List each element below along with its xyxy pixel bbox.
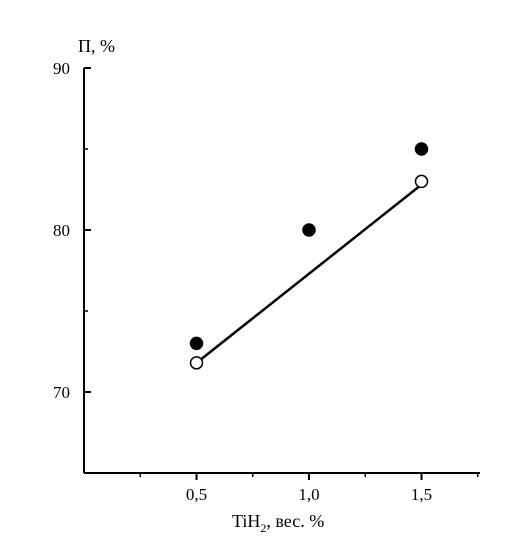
x-axis-label-subscript: 2 xyxy=(260,521,266,535)
x-axis-label-main: TiH xyxy=(232,511,260,531)
fit-line xyxy=(195,183,423,364)
y-axis-label: П, % xyxy=(78,36,115,56)
x-axis-label: TiH2, вес. % xyxy=(232,511,324,535)
x-axis-label-rest: , вес. % xyxy=(266,511,324,531)
x-tick-label: 1,0 xyxy=(298,485,319,504)
data-point-open xyxy=(414,174,429,189)
axes xyxy=(83,68,480,474)
data-point-filled xyxy=(302,223,316,237)
data-point-open xyxy=(189,356,204,370)
y-tick-label: 80 xyxy=(53,221,70,240)
data-point-filled xyxy=(189,336,204,351)
points-layer xyxy=(189,142,429,370)
y-ticks: 70 80 90 xyxy=(53,59,91,474)
x-ticks: 0,5 1,0 1,5 xyxy=(139,473,479,504)
x-tick-label: 1,5 xyxy=(411,485,432,504)
fit-line-layer xyxy=(195,183,423,364)
y-tick-label: 90 xyxy=(53,59,70,78)
y-tick-label: 70 xyxy=(53,383,70,402)
x-tick-label: 0,5 xyxy=(186,485,207,504)
data-point-filled xyxy=(414,142,429,156)
